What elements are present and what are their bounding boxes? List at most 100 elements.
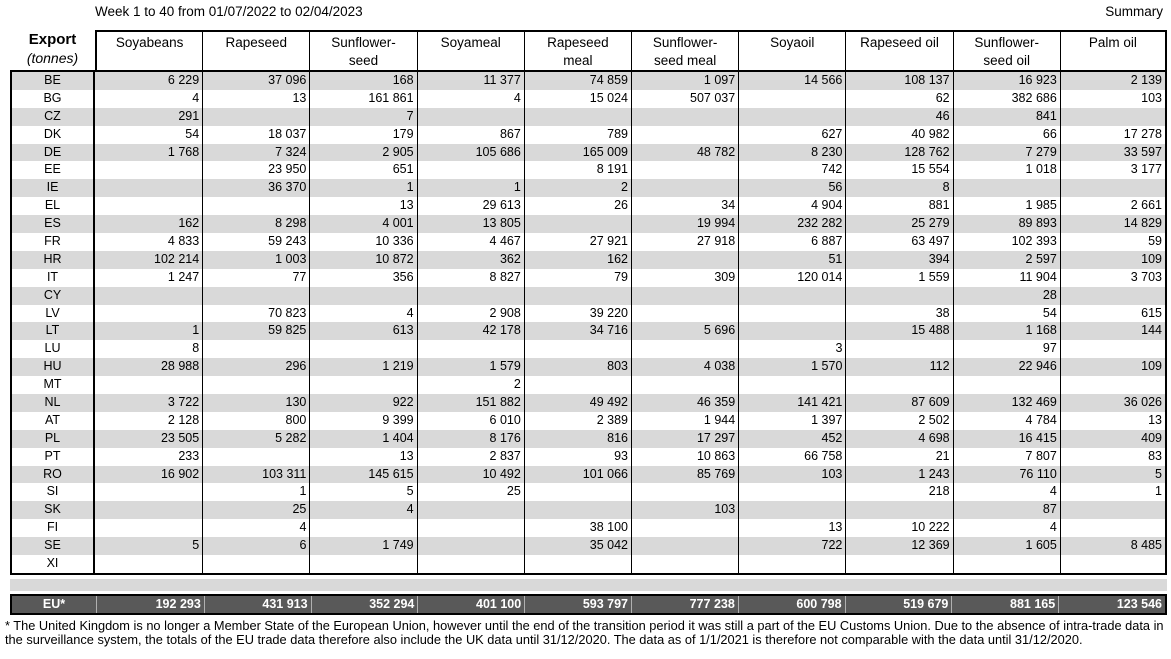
country-code: NL	[10, 394, 95, 412]
value-cell: 4 038	[630, 358, 739, 377]
value-cell	[523, 107, 631, 126]
value-cell	[738, 501, 846, 520]
value-cell	[738, 376, 845, 395]
eu-total-value: 593 797	[524, 595, 631, 613]
value-cell: 87	[952, 501, 1060, 520]
eu-total-value: 519 679	[844, 595, 952, 613]
value-cell	[95, 179, 203, 198]
value-cell: 742	[738, 161, 845, 180]
value-cell	[95, 376, 202, 394]
value-cell	[1059, 340, 1167, 359]
value-cell: 13	[309, 197, 416, 216]
value-cell: 103 311	[202, 465, 310, 484]
value-cell: 66 758	[738, 447, 845, 466]
value-cell	[738, 322, 846, 341]
value-cell: 3	[738, 340, 845, 359]
value-cell	[1059, 179, 1167, 198]
value-cell: 35 042	[523, 537, 631, 556]
table-row: NL 3 722 130 922 151 882 49 492 46 359 141 421 8…	[10, 394, 1167, 412]
value-cell: 49 492	[523, 394, 631, 412]
value-cell	[845, 340, 952, 359]
value-cell: 40 982	[845, 125, 952, 144]
value-cell: 66	[952, 125, 1060, 144]
value-cell	[95, 519, 202, 537]
country-code: DK	[10, 125, 95, 144]
value-cell: 1 749	[309, 537, 417, 556]
value-cell	[630, 179, 739, 198]
value-cell: 77	[202, 268, 309, 287]
value-cell: 59	[1059, 233, 1167, 251]
value-cell: 144	[1059, 322, 1167, 341]
value-cell: 103	[738, 465, 846, 484]
value-cell: 8 485	[1059, 537, 1167, 556]
table-row: FR 4 833 59 243 10 336 4 467 27 921 27 918 6 88…	[10, 233, 1167, 251]
value-cell: 59 243	[202, 233, 309, 251]
country-code: BE	[10, 72, 95, 90]
table-row: CZ 291 7 46 841	[10, 107, 1167, 126]
value-cell	[202, 376, 309, 395]
value-cell	[416, 107, 524, 126]
country-code: IT	[10, 268, 95, 287]
value-cell: 83	[1059, 447, 1167, 466]
value-cell	[1059, 376, 1167, 395]
country-code: SE	[10, 537, 95, 556]
value-cell: 39 220	[523, 304, 631, 323]
value-cell: 4	[952, 483, 1060, 502]
value-cell	[416, 519, 524, 538]
column-header: Rapeseed	[202, 30, 310, 72]
value-cell: 4 784	[952, 411, 1060, 430]
value-cell: 881	[845, 197, 952, 216]
column-header: Sunflower- seed oil	[952, 30, 1060, 72]
value-cell: 922	[309, 394, 417, 412]
value-cell	[309, 286, 417, 305]
value-cell: 296	[202, 358, 310, 377]
value-cell	[523, 501, 631, 520]
value-cell	[1059, 286, 1167, 305]
table-row: SI 1 5 25 218 4 1	[10, 483, 1167, 502]
value-cell: 108 137	[845, 72, 953, 90]
value-cell: 13	[202, 89, 309, 108]
value-cell: 48 782	[630, 143, 739, 162]
value-cell: 102 393	[952, 233, 1060, 251]
value-cell	[202, 340, 309, 359]
value-cell: 112	[845, 358, 953, 377]
table-row: DK 54 18 037 179 867 789 627 40 982 66 17 278	[10, 125, 1167, 144]
value-cell: 1 097	[630, 72, 739, 90]
value-cell: 101 066	[523, 465, 631, 484]
value-cell: 1 168	[952, 322, 1060, 341]
value-cell: 8 176	[416, 429, 524, 448]
value-cell: 14 566	[738, 72, 846, 90]
value-cell: 85 769	[630, 465, 739, 484]
value-cell: 36 026	[1059, 394, 1167, 412]
value-cell	[202, 107, 310, 126]
value-cell: 13	[1059, 411, 1167, 430]
value-cell: 5 282	[202, 429, 310, 448]
value-cell: 37 096	[202, 72, 310, 90]
value-cell: 63 497	[845, 233, 952, 251]
country-code: PT	[10, 447, 95, 466]
value-cell: 105 686	[416, 143, 524, 162]
value-cell: 10 336	[309, 233, 416, 251]
value-cell: 76 110	[952, 465, 1060, 484]
value-cell: 841	[952, 107, 1060, 126]
value-cell: 2 139	[1059, 72, 1167, 90]
value-cell: 1	[95, 322, 203, 341]
value-cell: 168	[309, 72, 417, 90]
table-row: DE 1 768 7 324 2 905 105 686 165 009 48 782 8 2…	[10, 143, 1167, 162]
country-code: PL	[10, 429, 95, 448]
value-cell: 1 018	[952, 161, 1060, 180]
value-cell: 1 219	[309, 358, 417, 377]
value-cell: 17 278	[1059, 125, 1167, 144]
value-cell: 79	[523, 268, 631, 287]
value-cell: 16 923	[952, 72, 1060, 90]
value-cell	[738, 89, 845, 108]
value-cell: 2 502	[845, 411, 952, 430]
table-row: EL 13 29 613 26 34 4 904 881 1 985 2 661	[10, 197, 1167, 216]
value-cell	[630, 161, 738, 180]
table-row: LT 1 59 825 613 42 178 34 716 5 696 15 488 1 168…	[10, 322, 1167, 341]
value-cell	[952, 179, 1060, 198]
value-cell: 5	[95, 537, 203, 556]
value-cell: 15 554	[845, 161, 952, 180]
value-cell	[845, 501, 953, 520]
value-cell: 7 807	[952, 447, 1060, 466]
